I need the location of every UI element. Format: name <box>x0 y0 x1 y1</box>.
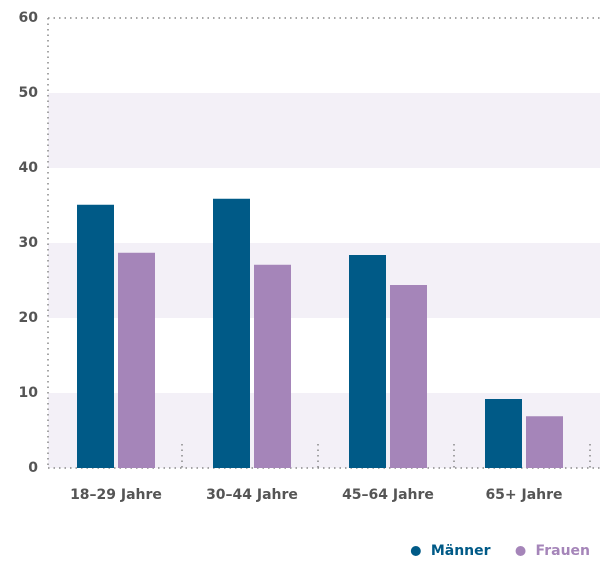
bar <box>118 252 155 468</box>
y-tick-label: 10 <box>19 385 39 401</box>
bar <box>254 264 291 468</box>
y-tick-label: 60 <box>19 10 39 26</box>
x-tick-label: 18–29 Jahre <box>70 487 162 503</box>
y-tick-label: 20 <box>19 310 39 326</box>
grid-band <box>48 93 600 168</box>
bar <box>213 198 250 468</box>
bar <box>526 416 563 468</box>
x-tick-label: 30–44 Jahre <box>206 487 298 503</box>
bar <box>390 285 427 468</box>
y-tick-label: 50 <box>19 85 39 101</box>
y-tick-label: 40 <box>19 160 39 176</box>
y-tick-label: 30 <box>19 235 39 251</box>
y-tick-label: 0 <box>28 460 38 476</box>
legend-label: Frauen <box>536 543 590 559</box>
x-tick-label: 45–64 Jahre <box>342 487 434 503</box>
x-tick-label: 65+ Jahre <box>485 487 562 503</box>
bar <box>485 399 522 468</box>
bar <box>349 255 386 468</box>
legend-marker <box>515 546 526 556</box>
legend-marker <box>410 546 421 556</box>
bar <box>77 204 114 468</box>
legend-label: Männer <box>431 543 491 559</box>
